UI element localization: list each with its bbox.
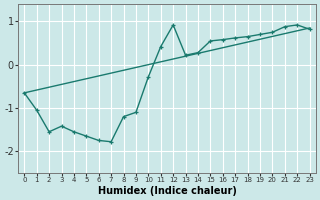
- X-axis label: Humidex (Indice chaleur): Humidex (Indice chaleur): [98, 186, 236, 196]
